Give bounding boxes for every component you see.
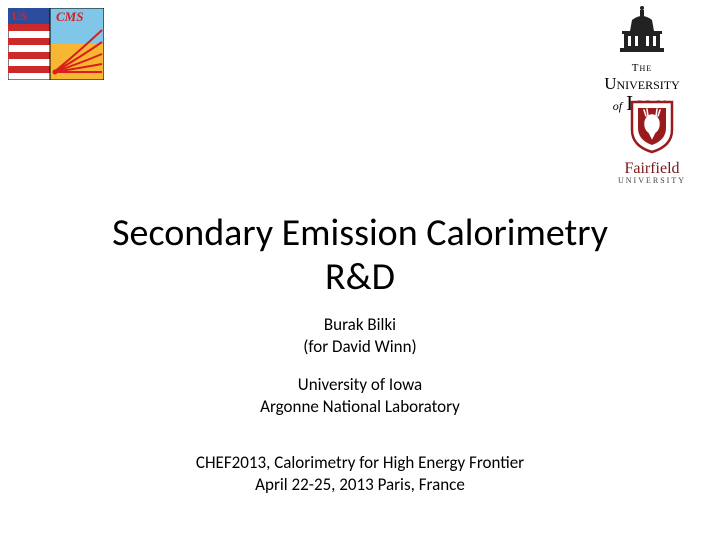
fairfield-university-text: UNIVERSITY [602, 177, 702, 185]
fairfield-name: Fairfield [602, 161, 702, 177]
fairfield-university-logo: Fairfield UNIVERSITY [602, 98, 702, 185]
affiliations-block: University of Iowa Argonne National Labo… [0, 374, 720, 418]
conference-block: CHEF2013, Calorimetry for High Energy Fr… [0, 452, 720, 496]
iowa-the: The [632, 62, 652, 74]
title-block: Secondary Emission Calorimetry R&D [0, 212, 720, 299]
svg-text:US: US [12, 9, 28, 23]
title-line-1: Secondary Emission Calorimetry [0, 212, 720, 256]
uscms-logo: US CMS [8, 8, 104, 80]
svg-text:CMS: CMS [56, 9, 83, 24]
conference-date-location: April 22-25, 2013 Paris, France [0, 474, 720, 496]
author-primary: Burak Bilki [0, 314, 720, 336]
author-secondary: (for David Winn) [0, 336, 720, 358]
affiliation-1: University of Iowa [0, 374, 720, 396]
title-line-2: R&D [0, 256, 720, 300]
authors-block: Burak Bilki (for David Winn) [0, 314, 720, 358]
conference-name: CHEF2013, Calorimetry for High Energy Fr… [0, 452, 720, 474]
affiliation-2: Argonne National Laboratory [0, 396, 720, 418]
